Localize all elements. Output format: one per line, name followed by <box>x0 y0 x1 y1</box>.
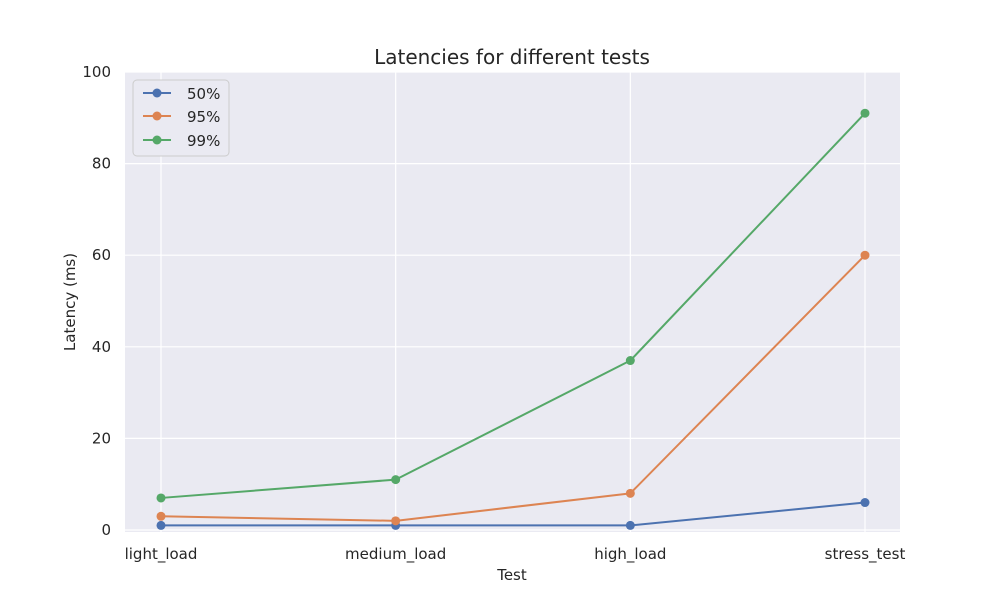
y-tick-label: 0 <box>101 521 111 539</box>
legend-marker-95 <box>152 111 162 121</box>
tick-labels: 0 20 40 60 80 100 light_load medium_load high_lo… <box>82 63 905 564</box>
x-tick-label: high_load <box>594 545 666 564</box>
grid-lines <box>125 71 900 532</box>
y-axis-label: Latency (ms) <box>61 253 79 351</box>
legend-label-50: 50% <box>187 85 220 103</box>
x-axis-label: Test <box>496 566 527 584</box>
data-point <box>625 520 635 530</box>
data-point <box>860 250 870 260</box>
series-line-95pct <box>160 254 866 522</box>
plot-background <box>125 72 900 532</box>
y-tick-label: 40 <box>92 338 111 356</box>
data-point <box>625 356 635 366</box>
legend-marker-50 <box>152 88 162 98</box>
chart-title: Latencies for different tests <box>374 45 650 69</box>
data-point <box>156 511 166 521</box>
series-layer <box>156 108 870 530</box>
y-tick-label: 20 <box>92 429 111 447</box>
data-point <box>156 493 166 503</box>
y-tick-label: 100 <box>82 63 111 81</box>
y-tick-label: 60 <box>92 246 111 264</box>
y-tick-label: 80 <box>92 155 111 173</box>
data-point <box>625 488 635 498</box>
series-line-50pct <box>161 501 866 527</box>
x-tick-label: stress_test <box>825 545 906 564</box>
data-point <box>156 520 166 530</box>
data-point <box>391 475 401 485</box>
data-point <box>391 516 401 526</box>
legend-label-99: 99% <box>187 132 220 150</box>
legend-label-95: 95% <box>187 108 220 126</box>
data-point <box>860 498 870 508</box>
series-line-99pct <box>160 112 866 499</box>
x-tick-label: medium_load <box>345 545 446 564</box>
x-tick-label: light_load <box>125 545 198 564</box>
legend: 50% 95% 99% <box>132 79 230 157</box>
data-point <box>860 108 870 118</box>
legend-marker-99 <box>152 135 162 145</box>
